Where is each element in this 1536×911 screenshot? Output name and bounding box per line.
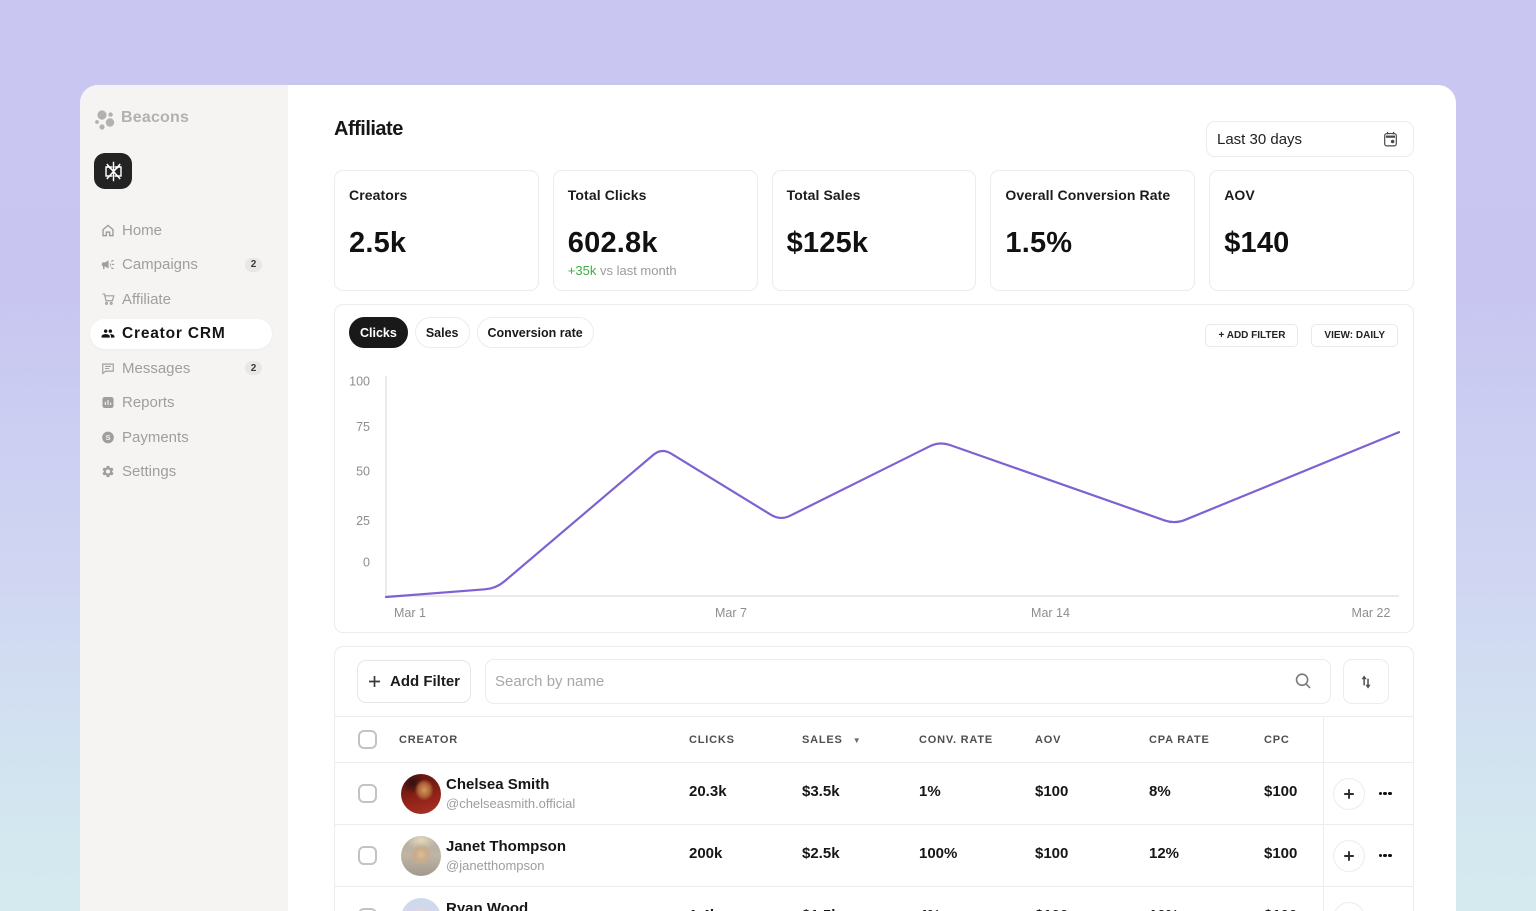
svg-text:S: S bbox=[105, 433, 110, 442]
svg-text:25: 25 bbox=[356, 514, 370, 528]
svg-text:Mar 14: Mar 14 bbox=[1031, 606, 1070, 620]
svg-text:Mar 7: Mar 7 bbox=[715, 606, 747, 620]
svg-text:0: 0 bbox=[363, 556, 370, 570]
svg-text:50: 50 bbox=[356, 465, 370, 479]
svg-text:Mar 22: Mar 22 bbox=[1352, 606, 1391, 620]
svg-text:100: 100 bbox=[349, 375, 370, 389]
svg-text:75: 75 bbox=[356, 420, 370, 434]
svg-text:Mar 1: Mar 1 bbox=[394, 606, 426, 620]
